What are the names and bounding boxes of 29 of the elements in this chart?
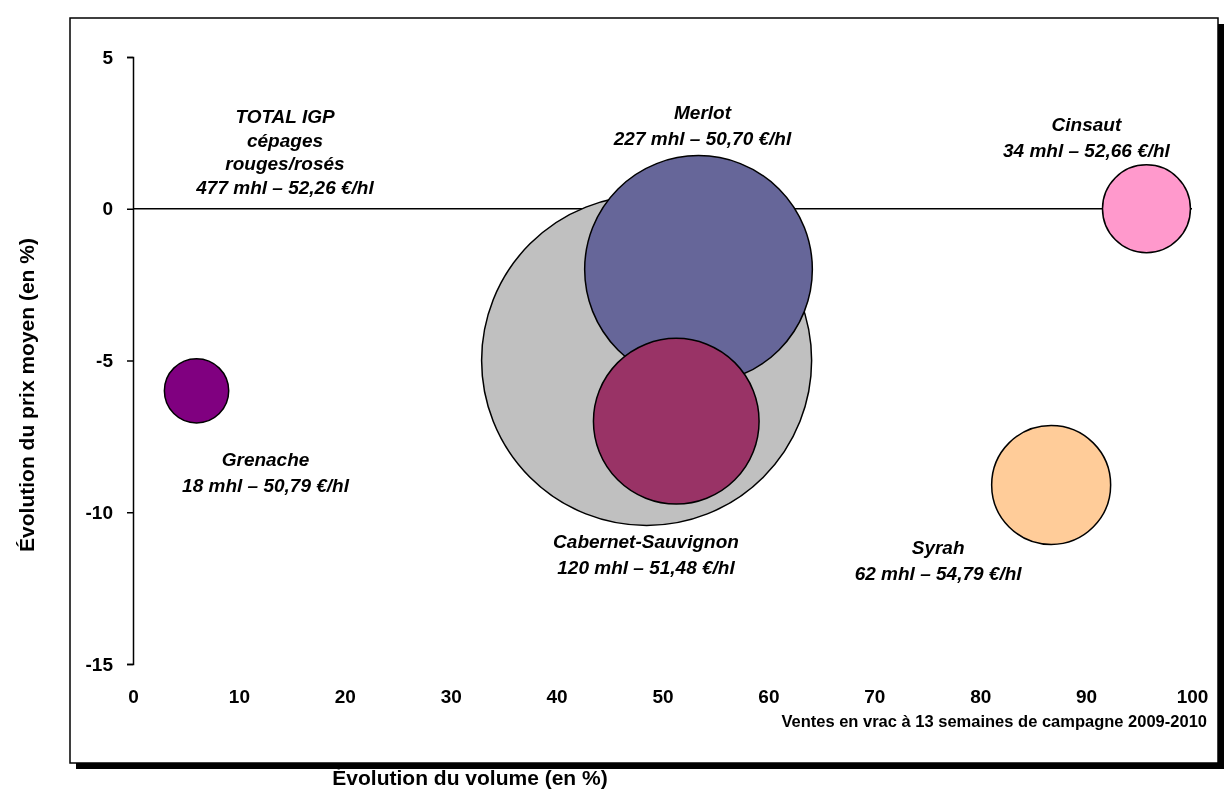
x-tick-label: 0 bbox=[128, 686, 139, 708]
x-tick-label: 50 bbox=[652, 686, 674, 708]
data-label: 227 mhl – 50,70 €/hl bbox=[612, 128, 792, 150]
series-label: Cinsaut bbox=[1051, 113, 1122, 135]
y-tick-label: -10 bbox=[85, 501, 113, 523]
x-tick-label: 60 bbox=[758, 686, 780, 708]
x-tick-label: 80 bbox=[970, 686, 992, 708]
annotation: TOTAL IGP cépages rouges/rosés 477 mhl – 52,26 €/hl bbox=[195, 106, 375, 198]
annotation: Cabernet-Sauvignon 120 mhl – 51,48 €/hl bbox=[553, 531, 739, 578]
x-tick-label: 40 bbox=[546, 686, 568, 708]
x-tick-label: 20 bbox=[334, 686, 356, 708]
x-tick-label: 30 bbox=[440, 686, 462, 708]
y-tick-label: 5 bbox=[102, 46, 114, 68]
x-tick-label: 10 bbox=[228, 686, 250, 708]
y-tick-label: 0 bbox=[102, 198, 113, 220]
x-tick-label: 100 bbox=[1176, 686, 1209, 708]
x-axis-title: Évolution du volume (en %) bbox=[332, 766, 608, 789]
y-tick-label: -15 bbox=[85, 653, 114, 675]
text: Syrah bbox=[911, 536, 965, 558]
x-tick-label: 90 bbox=[1076, 686, 1098, 708]
data-label: 34 mhl – 52,66 €/hl bbox=[1003, 139, 1171, 161]
y-tick-label: -5 bbox=[96, 350, 114, 372]
x-tick-label: 70 bbox=[864, 686, 886, 708]
y-axis-title: Évolution du prix moyen (en %) bbox=[15, 238, 38, 552]
series-label: Merlot bbox=[674, 102, 732, 124]
series-label: Grenache bbox=[221, 448, 310, 470]
data-label: 18 mhl – 50,79 €/hl bbox=[182, 474, 350, 496]
data-label: 62 mhl – 54,79 €/hl bbox=[854, 562, 1023, 584]
text: Ventes en vrac à 13 semaines de campagne 2009-2010 bbox=[781, 712, 1207, 730]
